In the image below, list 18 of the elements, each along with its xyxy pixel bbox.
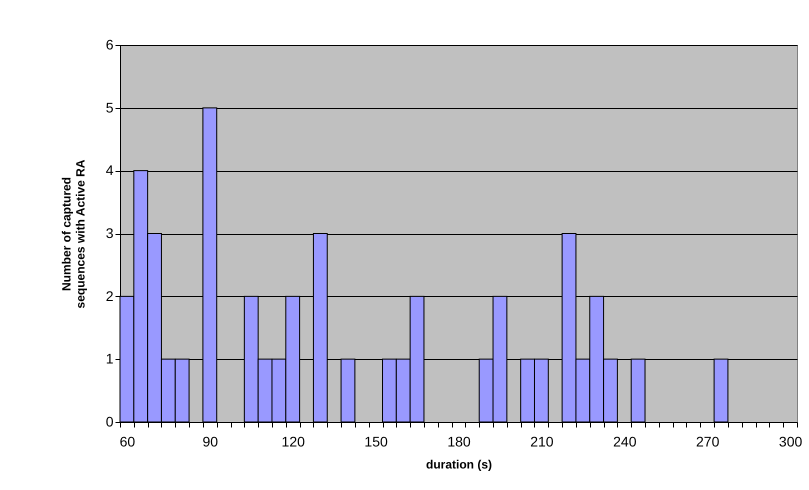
y-tick-label: 4	[106, 162, 114, 178]
x-tick-label: 120	[282, 434, 306, 450]
x-tick-label: 90	[202, 434, 218, 450]
y-tick-label: 0	[106, 414, 114, 430]
x-tick-label: 240	[613, 434, 637, 450]
x-tick-label: 210	[530, 434, 554, 450]
y-tick-label: 2	[106, 288, 114, 304]
x-tick-label: 180	[447, 434, 471, 450]
x-axis-title: duration (s)	[426, 458, 492, 472]
x-tick-label: 150	[364, 434, 388, 450]
y-tick-label: 1	[106, 350, 114, 367]
x-tick-label: 270	[696, 434, 720, 450]
x-tick-label: 60	[120, 434, 136, 450]
y-tick-label: 5	[106, 99, 114, 116]
y-axis-title: Number of captured sequences with Active RA	[60, 159, 88, 308]
y-tick-label: 6	[106, 36, 114, 52]
y-tick-label: 3	[106, 225, 114, 241]
x-tick-label: 300	[778, 434, 802, 450]
